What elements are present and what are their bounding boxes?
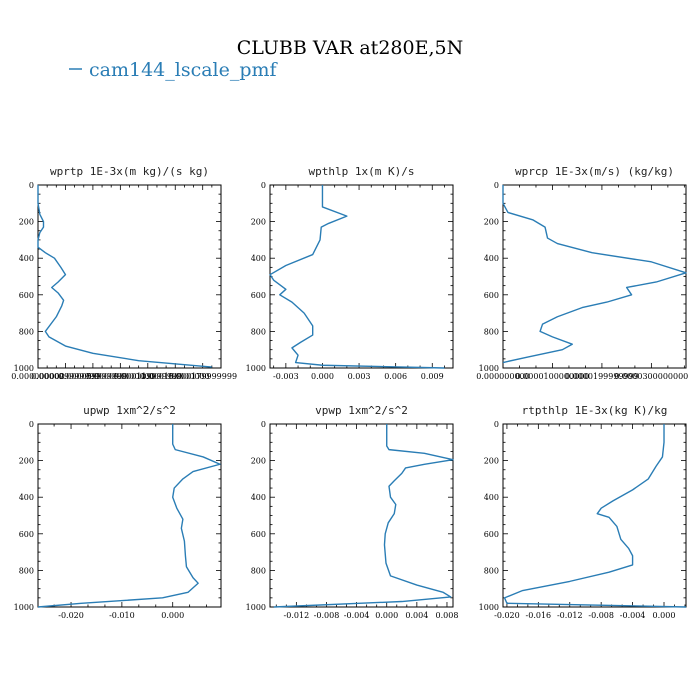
y-tick-label: 600: [484, 530, 499, 539]
x-tick-label: 0.006: [384, 372, 407, 381]
x-tick-label: -0.003: [273, 372, 299, 381]
panel-6: rtpthlp 1E-3x(kg K)/kg02004006008001000-…: [479, 404, 687, 620]
y-tick-label: 200: [251, 457, 266, 466]
plot-frame: [502, 423, 687, 608]
x-tick-label: 0.000150000000: [141, 372, 210, 381]
panel-title: wpthlp 1x(m K)/s: [309, 165, 415, 178]
y-tick-label: 0: [29, 420, 34, 429]
series-line: [37, 424, 221, 608]
panel-2: wpthlp 1x(m K)/s 0 200 400 600 800 1000 -0.003 0…: [246, 165, 454, 381]
x-tick-label: 0.0000300000000: [614, 372, 688, 381]
series-line: [503, 424, 687, 608]
y-tick-label: 200: [484, 457, 499, 466]
y-tick-label: 1000: [14, 603, 34, 612]
plot-frame: [502, 184, 687, 369]
y-tick-label: 200: [19, 457, 34, 466]
x-tick-label: -0.016: [526, 611, 552, 620]
panel-title: wprtp 1E-3x(m kg)/(s kg): [50, 165, 209, 178]
x-tick-label: -0.010: [109, 611, 135, 620]
panel-1: wprtp 1E-3x(m kg)/(s kg) 0 200 400 600 800 100…: [11, 165, 237, 381]
y-tick-label: 1000: [14, 364, 34, 373]
x-tick-label: 0.000179999999: [168, 372, 237, 381]
y-tick-label: 1000: [479, 364, 499, 373]
x-tick-label: -0.008: [314, 611, 340, 620]
y-tick-label: 800: [19, 327, 34, 336]
plot-frame: [37, 184, 222, 369]
y-tick-label: 600: [19, 530, 34, 539]
x-tick-label: -0.008: [588, 611, 614, 620]
y-tick-label: 1000: [246, 603, 266, 612]
y-tick-label: 0: [261, 181, 266, 190]
x-tick-label: -0.004: [620, 611, 646, 620]
x-tick-label: 0.000: [653, 611, 676, 620]
series-line: [502, 185, 687, 364]
y-tick-label: 600: [251, 291, 266, 300]
x-tick-label: 0.000059999999: [59, 372, 128, 381]
y-tick-label: 400: [19, 493, 34, 502]
series-line: [37, 185, 212, 368]
x-tick-label: 0.000: [375, 611, 398, 620]
x-tick-label: -0.004: [344, 611, 370, 620]
y-tick-label: 400: [251, 493, 266, 502]
plot-frame: [37, 423, 222, 608]
x-tick-label: 0.000000000: [476, 372, 529, 381]
y-tick-label: 1000: [479, 603, 499, 612]
x-tick-label: 0.008: [436, 611, 459, 620]
y-tick-label: 400: [251, 254, 266, 263]
x-tick-label: 0.0000100000000: [516, 372, 590, 381]
panel-3: wprcp 1E-3x(m/s) (kg/kg) 0 200 400 600 800 100…: [476, 165, 688, 381]
panel-5: vpwp 1xm^2/s^2 0 200 400 600 800 1000 -0.012 -0.…: [246, 404, 459, 620]
panel-title: vpwp 1xm^2/s^2: [315, 404, 408, 417]
y-tick-label: 800: [251, 566, 266, 575]
x-tick-label: -0.020: [58, 611, 84, 620]
x-tick-label: 0.009: [421, 372, 444, 381]
x-tick-label: 0.0000199999999: [565, 372, 639, 381]
panel-4: upwp 1xm^2/s^2 0 200 400 600 800 1000 -0.020 -0.…: [14, 404, 222, 620]
x-tick-label: 0.000029999999: [31, 372, 100, 381]
y-tick-label: 400: [484, 493, 499, 502]
y-tick-label: 800: [484, 566, 499, 575]
x-tick-label: 0.000000000: [11, 372, 64, 381]
y-tick-label: 800: [19, 566, 34, 575]
y-tick-label: 800: [251, 327, 266, 336]
figure-title: CLUBB VAR at280E,5N: [237, 37, 463, 59]
plot-frame: [269, 184, 454, 369]
y-tick-label: 1000: [246, 364, 266, 373]
x-tick-label: -0.020: [494, 611, 520, 620]
x-tick-label: 0.000090000000: [86, 372, 155, 381]
y-tick-label: 200: [484, 218, 499, 227]
series-line: [269, 185, 445, 369]
series-line: [273, 424, 454, 608]
y-tick-label: 0: [261, 420, 266, 429]
y-tick-label: 600: [484, 291, 499, 300]
y-tick-label: 800: [484, 327, 499, 336]
y-tick-label: 400: [19, 254, 34, 263]
x-tick-label: -0.012: [284, 611, 310, 620]
x-tick-label: 0.000119999999: [113, 372, 182, 381]
y-tick-label: 0: [494, 420, 499, 429]
plot-frame: [269, 423, 454, 608]
panel-title: upwp 1xm^2/s^2: [83, 404, 176, 417]
y-tick-label: 200: [19, 218, 34, 227]
x-tick-label: 0.000: [311, 372, 334, 381]
panel-title: rtpthlp 1E-3x(kg K)/kg: [522, 404, 668, 417]
y-tick-label: 400: [484, 254, 499, 263]
panel-grid: wprtp 1E-3x(m kg)/(s kg) 0 200 400 600 800 100…: [11, 165, 688, 620]
y-tick-label: 600: [19, 291, 34, 300]
legend-label: cam144_lscale_pmf: [89, 59, 279, 81]
x-tick-label: 0.003: [348, 372, 371, 381]
y-tick-label: 0: [29, 181, 34, 190]
y-tick-label: 600: [251, 530, 266, 539]
x-tick-label: 0.004: [405, 611, 428, 620]
x-tick-label: -0.012: [557, 611, 583, 620]
y-tick-label: 200: [251, 218, 266, 227]
y-tick-label: 0: [494, 181, 499, 190]
panel-title: wprcp 1E-3x(m/s) (kg/kg): [515, 165, 674, 178]
x-tick-label: 0.000: [161, 611, 184, 620]
